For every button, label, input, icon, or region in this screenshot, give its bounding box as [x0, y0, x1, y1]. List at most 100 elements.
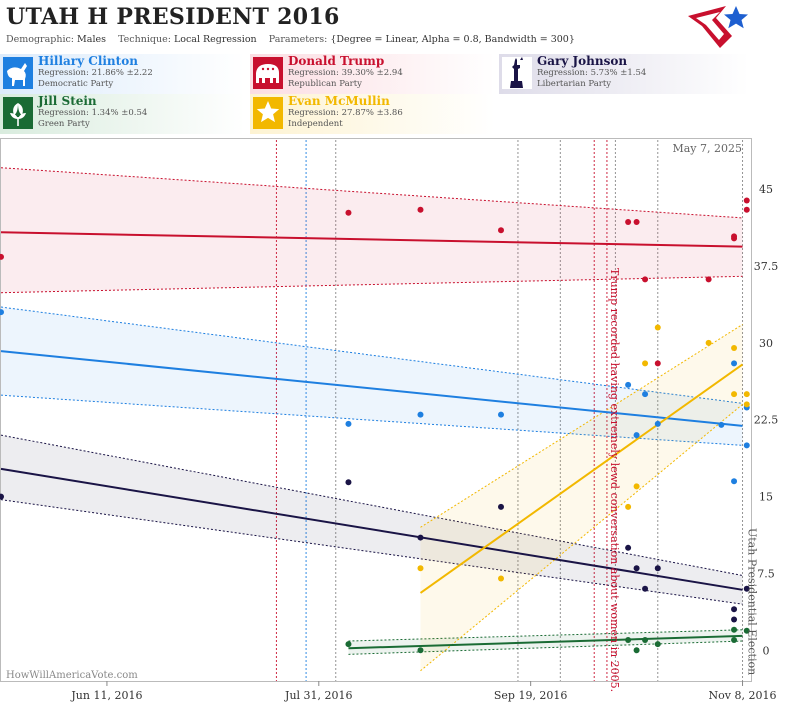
candidate-name: Evan McMullin [288, 94, 390, 108]
poll-point [743, 401, 750, 408]
poll-point [417, 411, 424, 418]
poll-point [731, 360, 738, 367]
poll-point [731, 345, 738, 352]
trend-lines [0, 231, 744, 650]
poll-point [743, 206, 750, 213]
demographic-label: Demographic: [6, 34, 75, 45]
confidence-band [1, 307, 743, 446]
candidate-name: Gary Johnson [537, 54, 628, 68]
poll-point [417, 534, 424, 541]
y-tick-label: 0 [763, 644, 770, 657]
poll-point [625, 503, 632, 510]
event-annotation: Utah Presidential Election [746, 528, 759, 675]
candidate-party: Libertarian Party [537, 79, 612, 89]
flag-star-logo [688, 6, 748, 48]
poll-point [625, 637, 632, 644]
poll-point [417, 565, 424, 572]
poll-point [731, 626, 738, 633]
candidate-regression: Regression: 39.30% ±2.94 [288, 68, 403, 78]
poll-point [731, 391, 738, 398]
donkey-icon [3, 57, 33, 89]
poll-point [654, 641, 661, 648]
poll-point [625, 381, 632, 388]
upper-bound-line [420, 324, 743, 528]
y-tick-label: 22.5 [754, 414, 779, 427]
candidate-party: Green Party [38, 119, 90, 129]
chart-header: UTAH H PRESIDENT 2016 Demographic: Males… [0, 0, 789, 52]
date-label: May 7, 2025 [672, 142, 742, 155]
annotations: Trump recorded having extremely lewd con… [608, 268, 759, 692]
poll-point [498, 575, 504, 582]
poll-point [633, 432, 640, 439]
poll-point [743, 442, 750, 449]
poll-point [654, 420, 661, 427]
candidate-regression: Regression: 21.86% ±2.22 [38, 68, 153, 78]
poll-point [743, 585, 750, 592]
poll-point [345, 209, 352, 216]
poll-point [625, 219, 632, 226]
poll-point [642, 585, 649, 592]
candidate-regression: Regression: 27.87% ±3.86 [288, 108, 403, 118]
chart-title: UTAH H PRESIDENT 2016 [6, 4, 340, 30]
candidate-card-johnson: Gary Johnson Regression: 5.73% ±1.54 Lib… [499, 54, 749, 94]
poll-point [498, 227, 504, 234]
parameters-value: {Degree = Linear, Alpha = 0.8, Bandwidth… [330, 34, 575, 45]
candidate-party: Democratic Party [38, 79, 114, 89]
poll-point [705, 276, 712, 283]
poll-point [654, 360, 661, 367]
x-tick-label: Jul 31, 2016 [284, 689, 353, 702]
poll-point [731, 616, 738, 623]
poll-point [417, 206, 424, 213]
candidate-party: Independent [288, 119, 343, 129]
statue-of-liberty-icon [502, 57, 532, 89]
poll-point [625, 544, 632, 551]
lower-bound-line [420, 403, 743, 672]
technique-value: Local Regression [173, 34, 257, 45]
upper-bound-line [348, 629, 743, 642]
candidate-card-trump: Donald Trump Regression: 39.30% ±2.94 Re… [250, 54, 495, 94]
poll-point [642, 391, 649, 398]
poll-point [642, 360, 649, 367]
trend-line [0, 231, 743, 248]
x-tick-label: Jun 11, 2016 [70, 689, 142, 702]
y-tick-label: 7.5 [757, 567, 775, 580]
poll-point [654, 565, 661, 572]
poll-point [345, 641, 352, 648]
confidence-band [1, 167, 743, 293]
y-tick-label: 37.5 [754, 260, 779, 273]
parameters-label: Parameters: [268, 34, 328, 45]
poll-point [654, 324, 661, 331]
poll-point [345, 420, 352, 427]
poll-point [498, 411, 504, 418]
plot-frame [0, 138, 752, 682]
y-tick-label: 30 [759, 337, 773, 350]
y-tick-label: 45 [759, 183, 773, 196]
poll-points [0, 197, 750, 654]
poll-point [731, 233, 738, 240]
upper-bound-line [0, 306, 743, 404]
candidate-party: Republican Party [288, 79, 362, 89]
candidate-name: Donald Trump [288, 54, 385, 68]
trend-line [348, 634, 743, 650]
candidate-name: Hillary Clinton [38, 54, 138, 68]
chart-area: 0 7.5 15 22.5 30 37.5 45 Jun 11, 2016 Jul 31, 2… [0, 138, 789, 704]
poll-point [633, 483, 640, 490]
trend-line [419, 363, 744, 594]
lower-bound-line [348, 640, 743, 655]
candidate-card-mcmullin: Evan McMullin Regression: 27.87% ±3.86 I… [250, 94, 495, 134]
trend-line [0, 467, 743, 591]
poll-point [345, 479, 352, 486]
poll-point [498, 503, 504, 510]
technique-label: Technique: [118, 34, 171, 45]
poll-point [731, 606, 738, 613]
y-axis: 0 7.5 15 22.5 30 37.5 45 [754, 183, 779, 657]
chart-subtitle: Demographic: Males Technique: Local Regr… [6, 34, 575, 45]
poll-point [417, 647, 424, 654]
poll-point [0, 309, 4, 316]
poll-point [743, 627, 750, 634]
candidate-regression: Regression: 1.34% ±0.54 [38, 108, 148, 118]
demographic-value: Males [77, 34, 106, 45]
confidence-band [420, 324, 743, 671]
candidate-card-stein: Jill Stein Regression: 1.34% ±0.54 Green… [0, 94, 245, 134]
poll-point [743, 197, 750, 204]
